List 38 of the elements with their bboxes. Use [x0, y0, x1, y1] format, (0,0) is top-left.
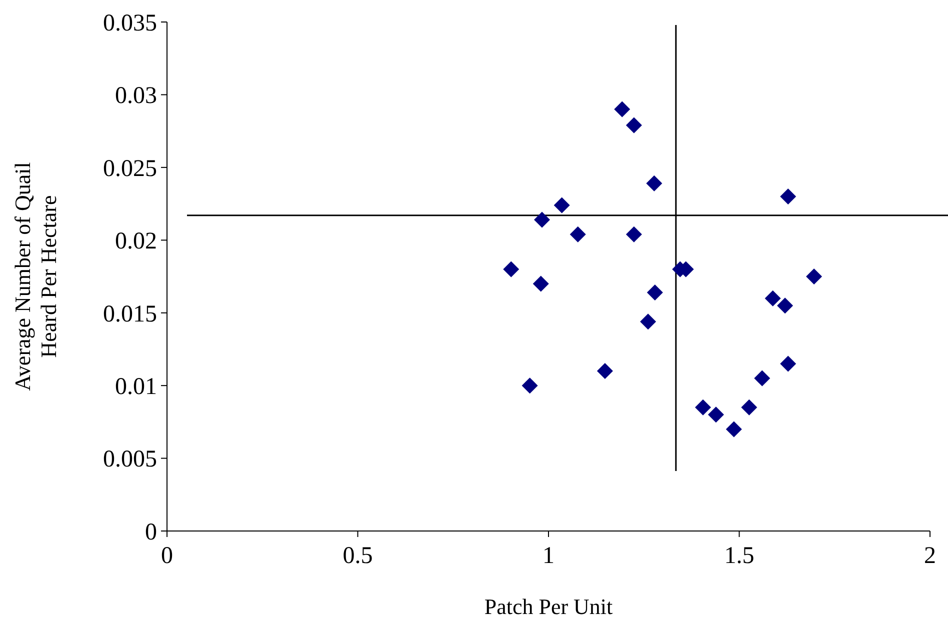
point: [777, 298, 794, 314]
point: [534, 212, 550, 228]
point: [503, 261, 520, 278]
point: [614, 101, 630, 118]
point: [570, 226, 586, 242]
y-tick-label: 0.02: [115, 228, 157, 255]
point: [708, 406, 724, 423]
y-tick-label: 0: [145, 519, 157, 546]
point: [640, 314, 656, 330]
point: [626, 226, 642, 242]
y-tick-label: 0.025: [103, 156, 157, 182]
point: [695, 399, 712, 416]
point: [780, 188, 796, 205]
y-tick-label: 0.01: [115, 374, 157, 400]
point: [726, 421, 742, 438]
x-tick-label: 0: [161, 543, 173, 569]
point: [806, 268, 822, 284]
point: [522, 378, 538, 394]
point: [741, 399, 758, 416]
point: [646, 284, 663, 300]
point: [596, 363, 613, 380]
y-tick-label: 0.015: [103, 301, 157, 328]
point: [764, 290, 781, 306]
point: [754, 370, 770, 386]
y-tick-label: 0.005: [103, 446, 157, 473]
point: [780, 356, 796, 372]
y-tick-label: 0.035: [103, 10, 157, 36]
x-tick-label: 1.5: [724, 543, 754, 569]
x-tick-label: 2: [924, 543, 936, 569]
y-axis-title: Average Number of Quail Heard Per Hectare: [10, 162, 61, 391]
x-axis-title: Patch Per Unit: [484, 594, 613, 619]
x-tick-label: 1: [542, 543, 554, 569]
point: [532, 276, 549, 292]
point: [646, 175, 662, 192]
y-tick-label: 0.03: [115, 83, 157, 110]
x-tick-label: 0.5: [342, 543, 373, 569]
point: [554, 197, 570, 214]
point: [626, 117, 642, 134]
